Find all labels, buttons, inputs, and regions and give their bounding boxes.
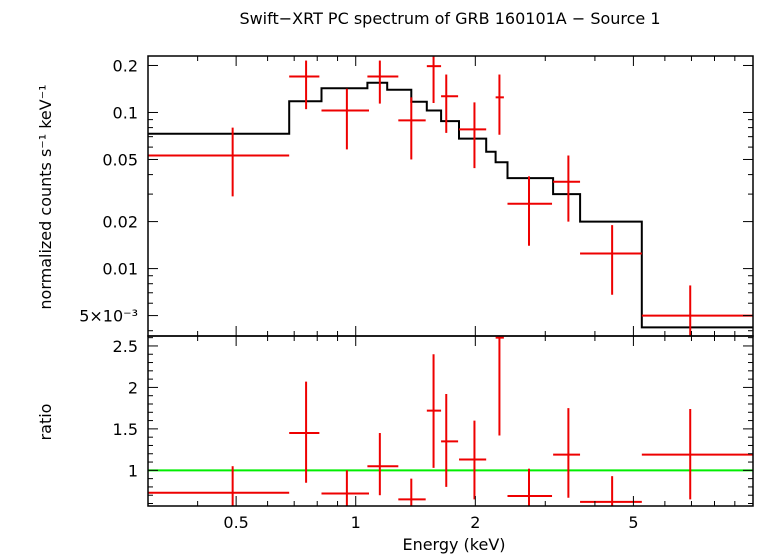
y-tick-label: 0.01 [102,260,138,279]
ratio-y-axis-label: ratio [36,404,55,441]
spectrum-x-ticks [147,56,754,336]
y-tick-label: 2.5 [113,337,138,356]
spectrum-data-point [507,176,553,246]
spectrum-data-point [459,102,487,169]
ratio-data-point [441,394,459,487]
ratio-x-ticks [147,336,754,506]
x-tick-label: 1 [351,513,361,532]
spectrum-y-axis-label: normalized counts s⁻¹ keV⁻¹ [36,84,55,309]
x-tick-label: 5 [628,513,638,532]
y-tick-label: 5×10⁻³ [79,307,138,326]
ratio-data-point [426,354,442,468]
spectrum-data-point [289,60,320,110]
spectrum-data-point [426,56,442,103]
ratio-data-point [553,408,581,498]
ratio-plot-area [148,336,753,506]
spectrum-y-ticks: 0.2 0.1 0.05 0.02 0.01 5×10⁻³ [79,56,753,332]
ratio-y-ticks: 1 1.5 2 2.5 [113,337,753,505]
spectrum-data-point [321,88,370,150]
ratio-data-point [289,381,320,483]
y-tick-label: 1.5 [113,420,138,439]
y-tick-label: 0.02 [102,213,138,232]
spectrum-data-point [580,225,642,295]
ratio-data-point [580,476,642,506]
ratio-data-point [367,433,399,496]
ratio-data-point [398,478,426,506]
spectrum-data-point [441,74,459,133]
spectrum-data-point [553,155,581,222]
x-axis-label: Energy (keV) [402,535,505,554]
y-tick-label: 0.2 [113,56,138,75]
spectrum-data-point [398,97,426,160]
ratio-frame [147,335,754,507]
ratio-data-point [148,466,290,506]
ratio-data-point [459,420,487,500]
ratio-data-point [495,336,504,436]
spectrum-data-point [641,285,753,336]
ratio-data-point [507,468,553,506]
x-tick-labels: 0.5 1 2 5 [223,513,638,532]
spectrum-panel: 0.2 0.1 0.05 0.02 0.01 5×10⁻³ [79,55,754,337]
model-step-line [148,81,753,329]
y-tick-label: 0.1 [113,103,138,122]
spectrum-plot-area [148,56,753,336]
chart-title: Swift−XRT PC spectrum of GRB 160101A − S… [239,9,660,28]
spectrum-data-point [367,60,399,104]
y-tick-label: 0.05 [102,150,138,169]
spectrum-frame [147,55,754,337]
y-tick-label: 2 [128,378,138,397]
ratio-data-point [641,408,753,500]
spectrum-data-point [148,127,290,197]
spectrum-data-point [495,74,504,135]
ratio-panel: 1 1.5 2 2.5 [113,335,754,507]
y-tick-label: 1 [128,461,138,480]
ratio-data-point [321,470,370,506]
x-tick-label: 0.5 [223,513,248,532]
x-tick-label: 2 [470,513,480,532]
